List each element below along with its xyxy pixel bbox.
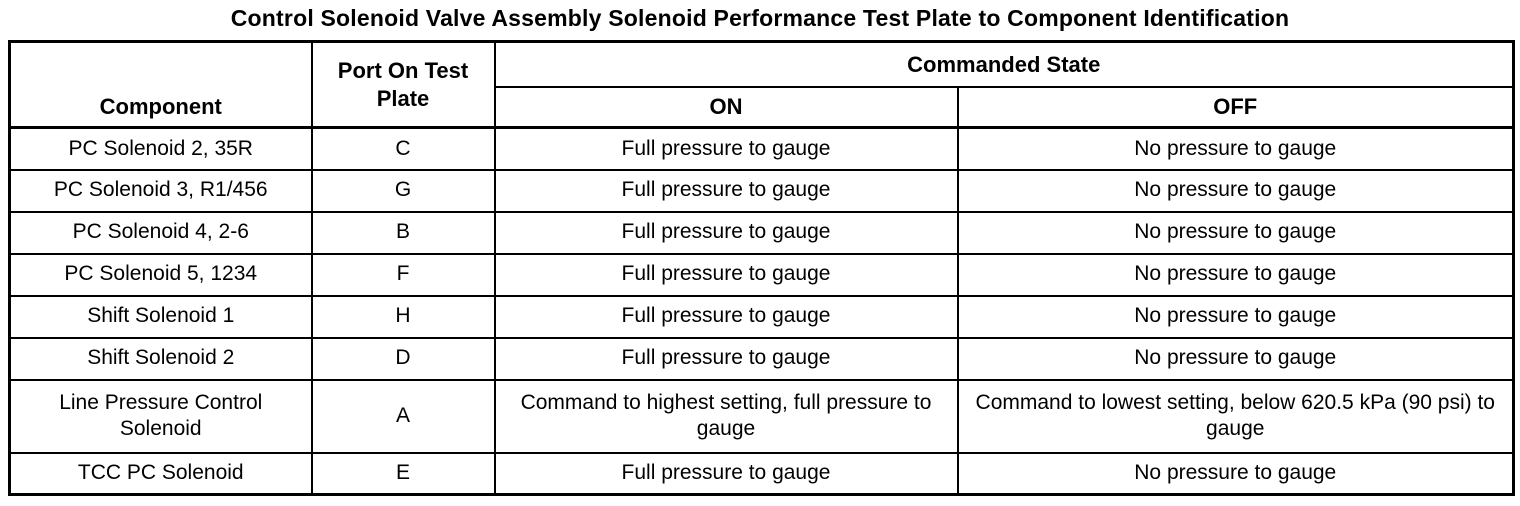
off-cell: No pressure to gauge (956, 336, 1515, 381)
header-off: OFF (956, 85, 1515, 129)
component-cell: PC Solenoid 4, 2-6 (8, 210, 313, 255)
off-cell: No pressure to gauge (956, 252, 1515, 297)
header-row-1: Component Port On Test Plate Commanded S… (8, 40, 1515, 129)
on-cell: Full pressure to gauge (493, 126, 959, 171)
component-cell: Line Pressure Control Solenoid (8, 378, 313, 454)
table-row: PC Solenoid 5, 1234 F Full pressure to g… (8, 252, 1515, 297)
page-title: Control Solenoid Valve Assembly Solenoid… (230, 5, 1290, 31)
on-cell: Full pressure to gauge (493, 168, 959, 213)
table-row: Shift Solenoid 2 D Full pressure to gaug… (8, 336, 1515, 381)
table-row: PC Solenoid 2, 35R C Full pressure to ga… (8, 126, 1515, 171)
header-component: Component (8, 40, 313, 129)
component-cell: PC Solenoid 3, R1/456 (8, 168, 313, 213)
off-cell: No pressure to gauge (956, 451, 1515, 496)
off-cell: No pressure to gauge (956, 168, 1515, 213)
off-cell: No pressure to gauge (956, 294, 1515, 339)
port-cell: C (310, 126, 496, 171)
port-cell: E (310, 451, 496, 496)
port-cell: B (310, 210, 496, 255)
port-cell: H (310, 294, 496, 339)
off-cell: Command to lowest setting, below 620.5 k… (956, 378, 1515, 454)
on-cell: Full pressure to gauge (493, 336, 959, 381)
header-on: ON (493, 85, 959, 129)
port-cell: D (310, 336, 496, 381)
port-cell: G (310, 168, 496, 213)
table-row: PC Solenoid 3, R1/456 G Full pressure to… (8, 168, 1515, 213)
header-port-on-test-plate: Port On Test Plate (310, 40, 496, 129)
header-row-2: ON OFF (10, 85, 1515, 129)
on-cell: Full pressure to gauge (493, 294, 959, 339)
component-cell: PC Solenoid 5, 1234 (8, 252, 313, 297)
component-cell: Shift Solenoid 1 (8, 294, 313, 339)
header-commanded-state: Commanded State (493, 40, 1515, 88)
component-cell: TCC PC Solenoid (8, 451, 313, 496)
solenoid-performance-table: Component Port On Test Plate Commanded S… (8, 40, 1515, 496)
table-row: Shift Solenoid 1 H Full pressure to gaug… (8, 294, 1515, 339)
component-cell: Shift Solenoid 2 (8, 336, 313, 381)
off-cell: No pressure to gauge (956, 126, 1515, 171)
on-cell: Full pressure to gauge (493, 252, 959, 297)
on-cell: Full pressure to gauge (493, 451, 959, 496)
table-row: Line Pressure Control Solenoid A Command… (8, 378, 1515, 454)
table-row: TCC PC Solenoid E Full pressure to gauge… (8, 451, 1515, 496)
port-cell: F (310, 252, 496, 297)
on-cell: Full pressure to gauge (493, 210, 959, 255)
port-cell: A (310, 378, 496, 454)
component-cell: PC Solenoid 2, 35R (8, 126, 313, 171)
off-cell: No pressure to gauge (956, 210, 1515, 255)
table-row: PC Solenoid 4, 2-6 B Full pressure to ga… (8, 210, 1515, 255)
on-cell: Command to highest setting, full pressur… (493, 378, 959, 454)
